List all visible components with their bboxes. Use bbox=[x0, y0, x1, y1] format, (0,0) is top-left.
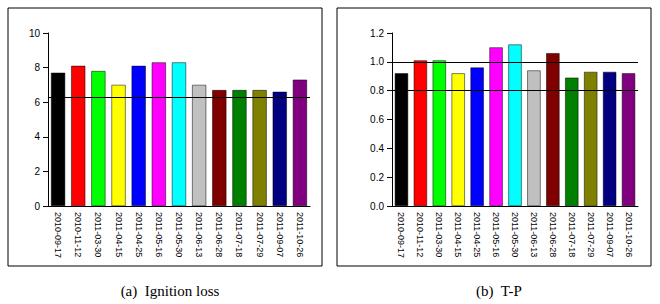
svg-text:2: 2 bbox=[34, 166, 40, 177]
svg-text:2011-07-18: 2011-07-18 bbox=[234, 212, 244, 257]
svg-text:2011-10-26: 2011-10-26 bbox=[295, 212, 305, 257]
svg-text:2011-05-30: 2011-05-30 bbox=[174, 212, 184, 257]
svg-text:2011-07-18: 2011-07-18 bbox=[567, 212, 577, 257]
svg-text:2011-05-16: 2011-05-16 bbox=[154, 212, 164, 257]
svg-text:2011-09-07: 2011-09-07 bbox=[605, 212, 615, 257]
svg-text:2011-10-26: 2011-10-26 bbox=[624, 212, 634, 257]
svg-text:2011-04-15: 2011-04-15 bbox=[114, 212, 124, 257]
svg-text:8: 8 bbox=[34, 62, 40, 73]
svg-text:2011-06-13: 2011-06-13 bbox=[529, 212, 539, 257]
svg-text:2011-06-28: 2011-06-28 bbox=[214, 212, 224, 257]
svg-text:0.6: 0.6 bbox=[370, 114, 384, 125]
svg-text:0: 0 bbox=[34, 201, 40, 212]
svg-text:2011-07-29: 2011-07-29 bbox=[586, 212, 596, 257]
svg-text:2011-04-15: 2011-04-15 bbox=[453, 212, 463, 257]
svg-text:(a) Ignition loss: (a) Ignition loss bbox=[121, 283, 220, 300]
svg-text:0.4: 0.4 bbox=[370, 143, 384, 154]
svg-text:0.2: 0.2 bbox=[370, 172, 384, 183]
svg-text:2011-06-28: 2011-06-28 bbox=[548, 212, 558, 257]
svg-text:1.2: 1.2 bbox=[370, 28, 384, 39]
svg-text:2011-03-30: 2011-03-30 bbox=[434, 212, 444, 257]
svg-text:2010-09-17: 2010-09-17 bbox=[53, 212, 63, 258]
svg-text:10: 10 bbox=[29, 28, 41, 39]
svg-text:2011-06-13: 2011-06-13 bbox=[194, 212, 204, 257]
svg-text:6: 6 bbox=[34, 97, 40, 108]
svg-text:4: 4 bbox=[34, 131, 40, 142]
svg-text:2010-09-17: 2010-09-17 bbox=[396, 212, 406, 258]
svg-text:1.0: 1.0 bbox=[370, 56, 384, 67]
svg-text:2011-05-16: 2011-05-16 bbox=[491, 212, 501, 257]
svg-text:2010-11-12: 2010-11-12 bbox=[73, 212, 83, 257]
svg-text:2011-05-30: 2011-05-30 bbox=[510, 212, 520, 257]
svg-text:2011-04-25: 2011-04-25 bbox=[472, 212, 482, 257]
svg-text:0.8: 0.8 bbox=[370, 85, 384, 96]
svg-text:2010-11-12: 2010-11-12 bbox=[415, 212, 425, 257]
svg-text:2011-03-30: 2011-03-30 bbox=[93, 212, 103, 257]
svg-text:(b) T-P: (b) T-P bbox=[476, 283, 522, 300]
svg-text:2011-04-25: 2011-04-25 bbox=[134, 212, 144, 257]
svg-text:2011-07-29: 2011-07-29 bbox=[255, 212, 265, 257]
svg-text:2011-09-07: 2011-09-07 bbox=[275, 212, 285, 257]
svg-text:0.0: 0.0 bbox=[370, 201, 384, 212]
